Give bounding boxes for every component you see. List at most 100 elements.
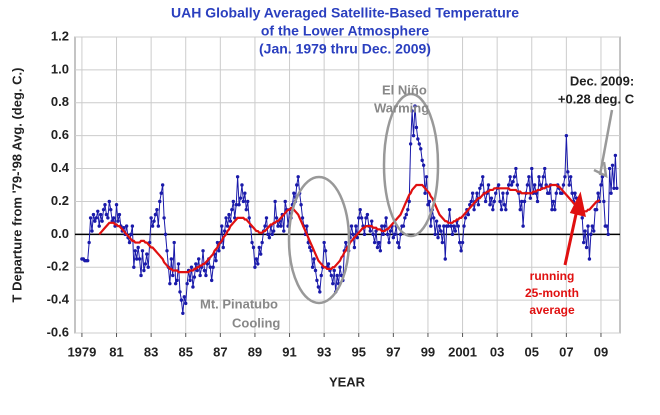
data-point: [456, 224, 460, 228]
data-point: [537, 175, 541, 179]
data-point: [561, 183, 566, 187]
data-point: [240, 183, 244, 187]
y-tick-label: 1.2: [51, 28, 69, 43]
data-point: [563, 175, 567, 179]
data-point: [375, 245, 380, 250]
x-tick-label: 89: [248, 344, 262, 359]
data-point: [605, 224, 609, 228]
y-axis-label: T Departure from '79-'98 Avg. (deg. C.): [9, 68, 24, 303]
x-tick-label: 2001: [448, 344, 477, 359]
data-point: [97, 224, 101, 228]
data-point: [416, 137, 420, 141]
y-tick-label: 1.0: [51, 61, 69, 76]
data-point: [139, 273, 143, 278]
data-point: [570, 191, 574, 195]
data-point: [566, 170, 570, 174]
running-avg-arrow: [563, 191, 586, 266]
data-point: [127, 240, 132, 245]
y-tick-label: 0.4: [51, 160, 70, 175]
data-point: [142, 268, 146, 273]
data-point: [505, 191, 509, 195]
data-point: [385, 232, 390, 237]
data-point: [612, 186, 616, 190]
data-point: [478, 186, 482, 190]
data-point: [149, 216, 153, 220]
data-point: [501, 191, 505, 195]
data-point: [446, 224, 450, 228]
data-point: [87, 240, 91, 245]
data-point: [308, 245, 312, 250]
data-point: [481, 175, 485, 179]
x-tick-label: 09: [594, 344, 608, 359]
data-point: [228, 219, 233, 223]
data-point: [391, 235, 396, 240]
data-point: [527, 175, 531, 179]
data-point: [194, 262, 198, 266]
data-point: [432, 216, 436, 220]
data-point: [349, 224, 354, 228]
data-point: [407, 199, 411, 204]
data-point: [613, 153, 618, 158]
data-point: [453, 229, 458, 233]
x-tick-label: 97: [386, 344, 400, 359]
y-tick-label: -0.6: [47, 324, 69, 339]
data-point: [436, 235, 440, 240]
data-point: [109, 207, 113, 212]
data-point: [372, 240, 377, 245]
data-point: [299, 203, 303, 207]
data-point: [130, 224, 135, 228]
data-point: [163, 232, 168, 237]
data-point: [162, 216, 166, 220]
data-point: [492, 199, 496, 204]
data-point: [176, 262, 181, 266]
data-point: [483, 199, 488, 204]
pinatubo-ellipse: [287, 175, 351, 305]
data-point: [178, 290, 182, 294]
data-point: [393, 232, 397, 237]
data-point: [250, 240, 254, 245]
data-point: [397, 245, 401, 250]
data-point: [351, 232, 355, 237]
chart-title: UAH Globally Averaged Satellite-Based Te…: [171, 5, 519, 21]
data-point: [382, 224, 387, 228]
el-nino-ellipse: [382, 92, 440, 238]
y-tick-label: 0.8: [51, 94, 69, 109]
data-point: [100, 219, 104, 223]
data-point: [136, 245, 140, 250]
data-point: [93, 219, 97, 223]
annotation: Warming: [374, 100, 429, 115]
x-tick-label: 91: [282, 344, 296, 359]
annotation: average: [529, 303, 575, 317]
data-point: [581, 240, 586, 245]
data-point: [365, 212, 370, 217]
data-point: [370, 219, 374, 223]
x-tick-label: 07: [559, 344, 573, 359]
data-point: [506, 183, 511, 187]
x-tick-label: 93: [317, 344, 331, 359]
data-point: [192, 275, 197, 279]
data-point: [607, 166, 612, 171]
y-tick-label: 0.2: [51, 193, 69, 208]
data-point: [358, 207, 362, 212]
data-point: [230, 207, 234, 212]
data-point: [424, 175, 429, 179]
data-point: [420, 158, 424, 163]
data-point: [90, 229, 94, 233]
data-point: [189, 265, 194, 269]
x-tick-label: 99: [421, 344, 435, 359]
data-point: [489, 196, 494, 200]
data-point: [414, 125, 419, 130]
data-point: [443, 257, 447, 261]
y-tick-label: -0.4: [47, 292, 70, 307]
data-point: [208, 265, 212, 269]
arrow-shaft: [563, 204, 580, 266]
data-point: [214, 258, 218, 263]
data-point: [426, 203, 430, 207]
data-point: [589, 232, 593, 237]
data-point: [583, 229, 587, 233]
data-point: [94, 216, 99, 220]
data-point: [357, 216, 361, 220]
data-point: [220, 224, 224, 228]
data-point: [528, 196, 533, 200]
data-point: [253, 265, 257, 269]
